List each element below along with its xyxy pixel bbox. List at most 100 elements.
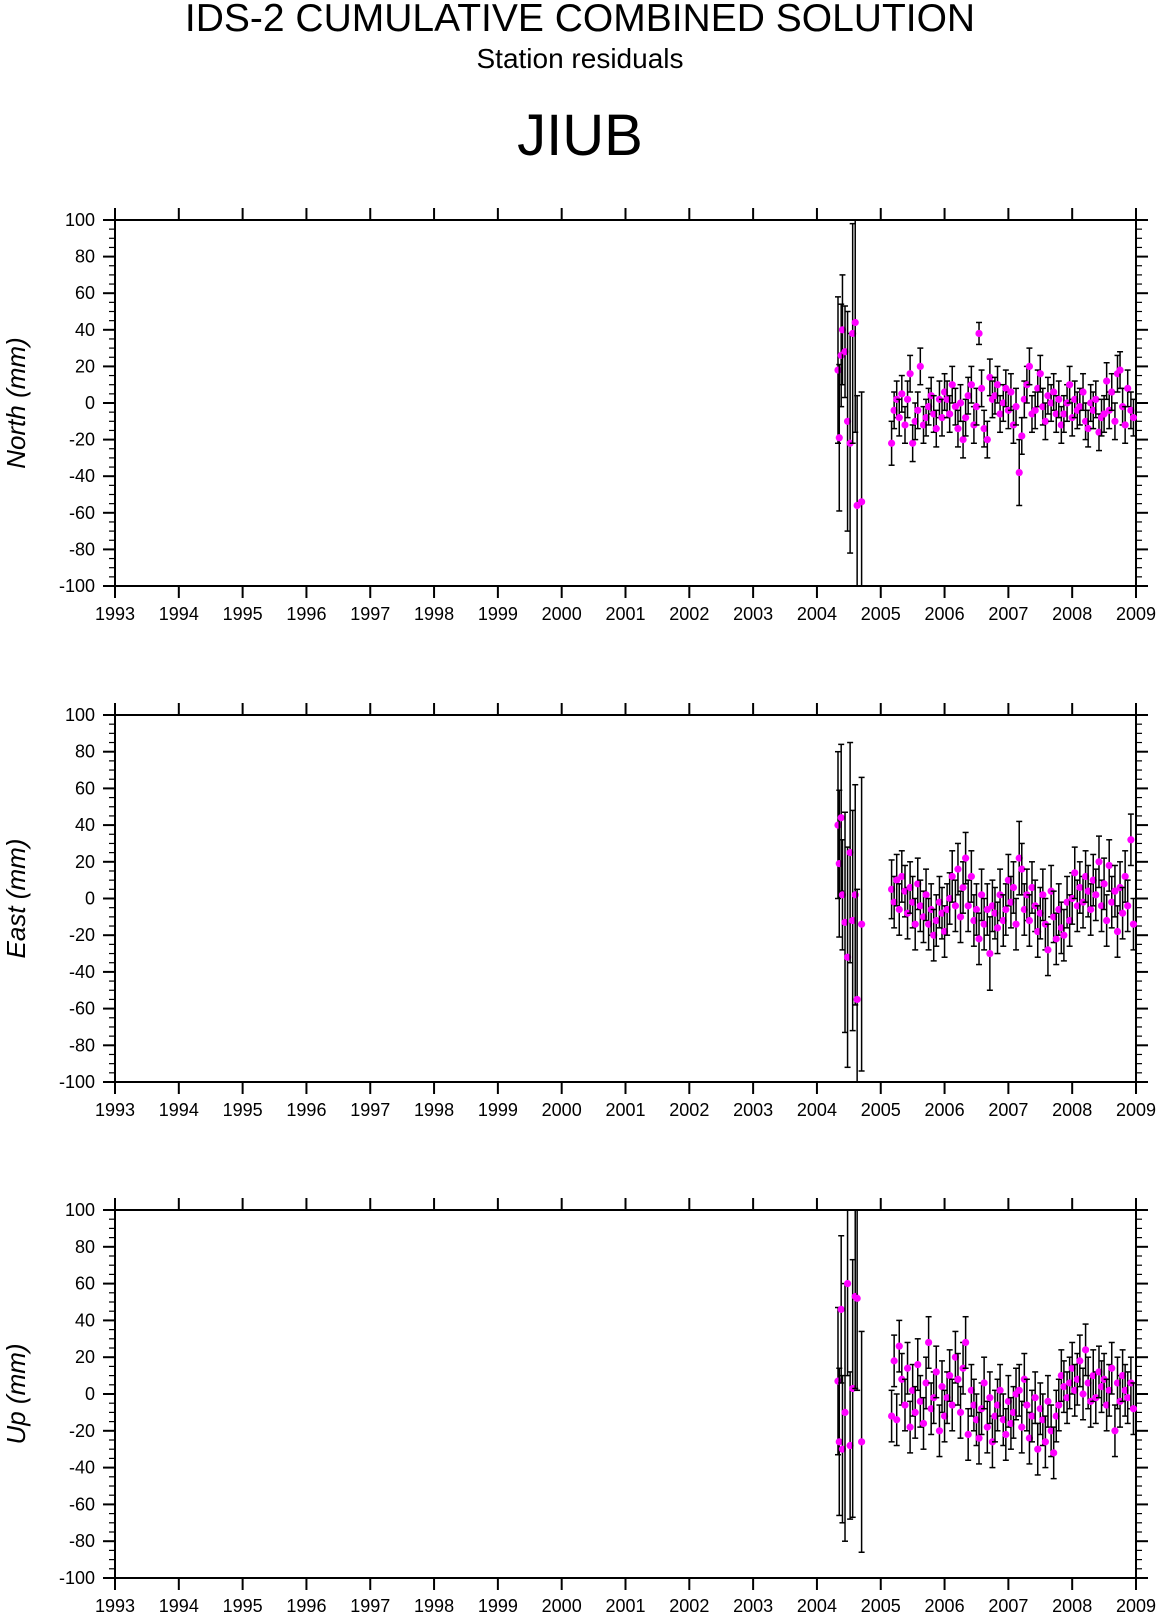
x-tick-label: 2002 [669, 1596, 709, 1616]
data-point [922, 414, 930, 422]
data-point [1050, 388, 1058, 396]
x-tick-label: 2000 [542, 604, 582, 624]
plot-frame [114, 1209, 1137, 1579]
data-point [943, 1394, 951, 1402]
data-point [954, 425, 962, 433]
data-point [1079, 388, 1087, 396]
data-point [970, 916, 978, 925]
data-point [1028, 1412, 1036, 1420]
data-point [1087, 399, 1095, 407]
data-point [841, 918, 849, 926]
data-point [1036, 370, 1044, 378]
data-point [1052, 410, 1060, 418]
data-point [946, 1372, 954, 1380]
y-tick-label: 100 [65, 705, 95, 725]
data-point [898, 1375, 906, 1383]
data-point [1081, 1346, 1090, 1354]
data-point [1121, 872, 1129, 881]
data-point [951, 403, 960, 411]
x-tick-label: 2007 [988, 1596, 1028, 1616]
data-point [983, 1423, 991, 1431]
data-point [1055, 1401, 1063, 1409]
data-point [1057, 924, 1065, 932]
data-point [838, 326, 847, 334]
y-tick-label: 60 [75, 1274, 95, 1294]
data-point [1036, 1405, 1044, 1413]
data-point [1124, 902, 1132, 910]
x-tick-label: 1996 [286, 1596, 326, 1616]
data-point [1097, 1383, 1106, 1391]
data-point [925, 1338, 933, 1347]
data-point [1009, 883, 1018, 892]
x-tick-label: 2009 [1116, 604, 1156, 624]
x-tick-label: 1995 [223, 1596, 263, 1616]
data-point [1095, 858, 1103, 866]
y-tick-label: 40 [75, 1310, 95, 1330]
data-point [983, 905, 991, 914]
data-point [1055, 905, 1063, 914]
x-tick-label: 1998 [414, 1596, 454, 1616]
data-point [911, 1408, 919, 1416]
x-tick-label: 2008 [1052, 1100, 1092, 1120]
data-point [927, 1405, 935, 1413]
data-point [962, 1338, 970, 1347]
x-tick-label: 2004 [797, 1100, 837, 1120]
data-point [993, 381, 1002, 389]
y-tick-label: 40 [75, 815, 95, 835]
data-point [1068, 1364, 1076, 1372]
x-tick-label: 2005 [861, 604, 901, 624]
data-point [903, 1364, 912, 1372]
data-point [1071, 869, 1079, 877]
data-point [948, 1401, 956, 1409]
x-tick-label: 2003 [733, 1596, 773, 1616]
x-tick-label: 1994 [159, 1596, 199, 1616]
data-point [930, 931, 938, 939]
data-point [991, 1412, 999, 1420]
x-tick-label: 2007 [988, 1100, 1028, 1120]
data-point [1108, 1364, 1116, 1372]
data-point [996, 410, 1004, 418]
y-tick-label: 80 [75, 1237, 95, 1257]
data-point [959, 436, 967, 444]
data-point [996, 1386, 1004, 1394]
data-point [898, 390, 906, 398]
data-point [1084, 887, 1092, 895]
data-point [1100, 410, 1108, 418]
data-point [946, 410, 954, 418]
data-point [916, 1397, 924, 1405]
y-tick-label: -80 [69, 539, 95, 559]
data-point [959, 883, 967, 892]
data-point [986, 949, 994, 958]
data-point [951, 1353, 960, 1361]
data-point [1025, 362, 1034, 370]
data-point [943, 395, 951, 403]
data-point [986, 373, 994, 381]
data-point [1127, 406, 1135, 414]
data-point [1129, 414, 1138, 422]
data-point [901, 421, 909, 429]
data-point [922, 1379, 930, 1387]
chart-title: IDS-2 CUMULATIVE COMBINED SOLUTION [184, 0, 976, 40]
x-tick-label: 2003 [733, 1100, 773, 1120]
data-point [898, 872, 906, 881]
x-tick-label: 2001 [605, 1100, 645, 1120]
data-point [1060, 1383, 1068, 1391]
data-point [1004, 1397, 1012, 1405]
data-point [932, 1368, 940, 1376]
x-tick-label: 1997 [350, 1596, 390, 1616]
data-point [843, 1280, 852, 1288]
data-point [1015, 854, 1023, 862]
data-point [843, 953, 852, 961]
data-point [1113, 1379, 1122, 1387]
data-point [919, 913, 928, 921]
y-axis-label: North (mm) [1, 337, 31, 468]
data-point [1039, 403, 1047, 411]
y-tick-label: -60 [69, 999, 95, 1019]
data-point [893, 1416, 901, 1424]
x-tick-label: 2001 [605, 604, 645, 624]
data-point [837, 814, 845, 822]
data-point [1118, 1372, 1127, 1380]
data-point [1025, 916, 1034, 925]
y-tick-label: -20 [69, 430, 95, 450]
data-point [887, 885, 896, 893]
